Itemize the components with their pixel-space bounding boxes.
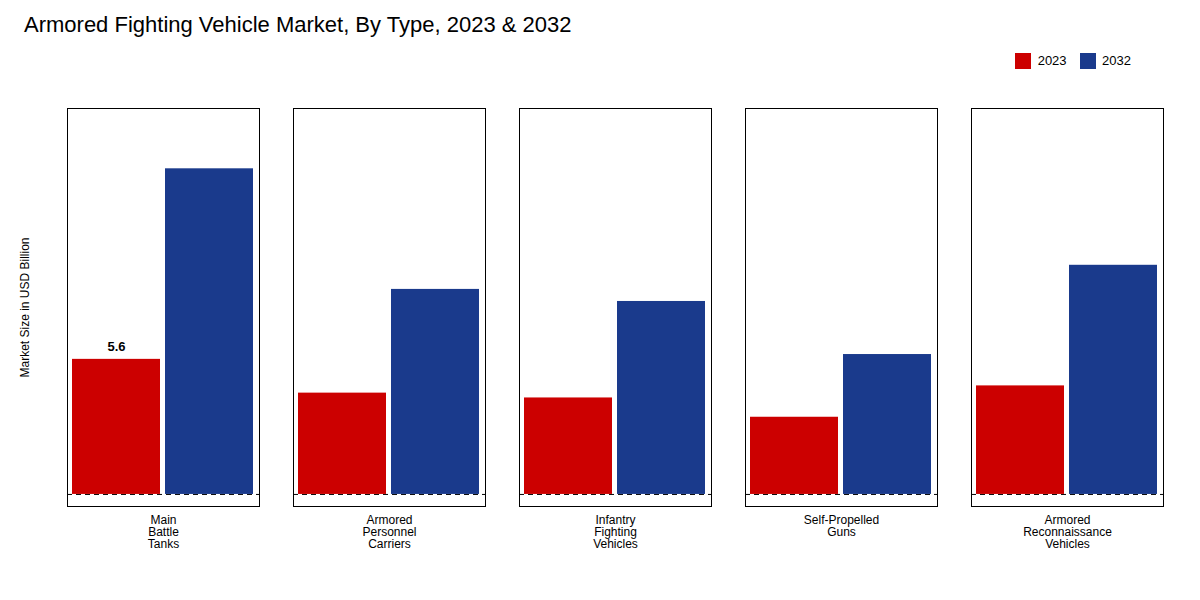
svg-text:5.6: 5.6 [107, 339, 125, 354]
svg-text:Self-PropelledGuns: Self-PropelledGuns [804, 513, 879, 539]
svg-text:ArmoredPersonnelCarriers: ArmoredPersonnelCarriers [362, 513, 416, 551]
html-text:2032: 2032 [1102, 53, 1131, 68]
html-text:Armored Fighting Vehicle Marke: Armored Fighting Vehicle Market, By Type… [24, 12, 572, 37]
svg-text:Market Size in USD Billion: Market Size in USD Billion [18, 237, 32, 377]
svg-text:InfantryFightingVehicles: InfantryFightingVehicles [593, 513, 638, 551]
html-text:2023: 2023 [1037, 53, 1067, 68]
svg-text:MainBattleTanks: MainBattleTanks [148, 513, 179, 551]
svg-text:ArmoredReconnaissanceVehicles: ArmoredReconnaissanceVehicles [1023, 513, 1112, 551]
